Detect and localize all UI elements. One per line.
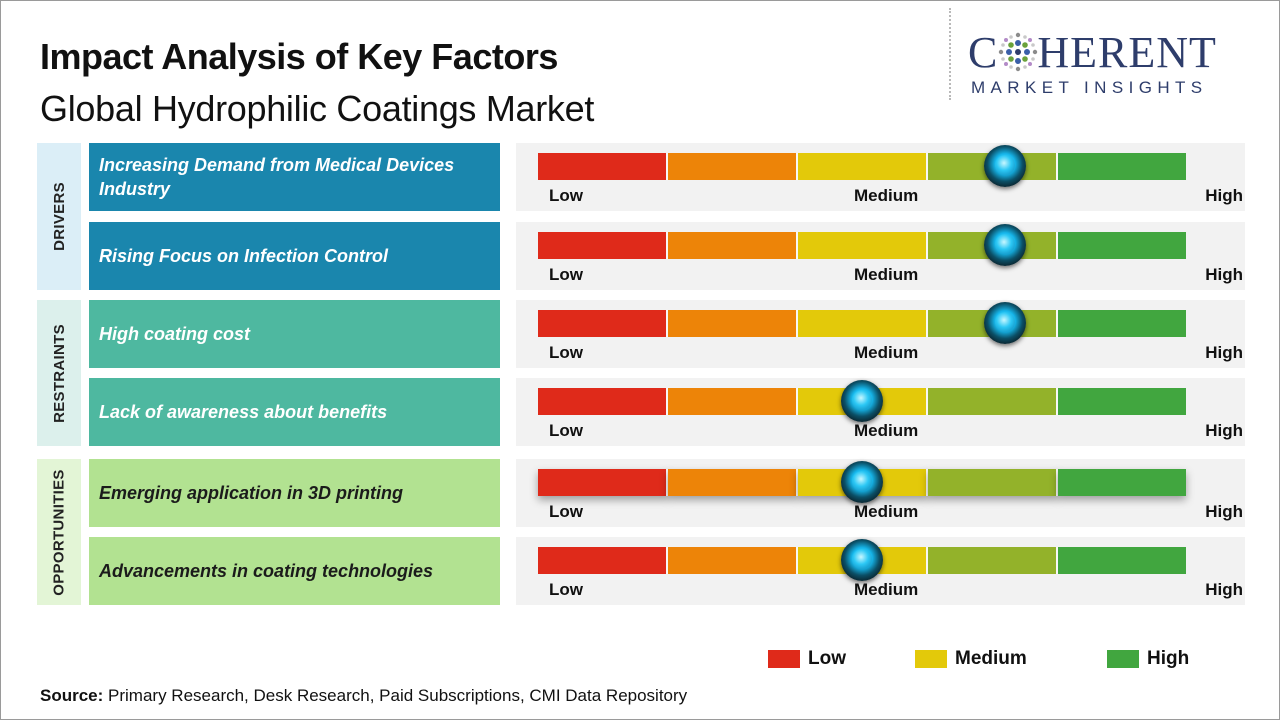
legend-swatch-high (1107, 650, 1139, 668)
gauge-segment-1 (538, 547, 668, 574)
gauge-segment-1 (538, 232, 668, 259)
company-logo: C HERENT MARKET INSIGHTS (968, 30, 1268, 102)
factor-label: Rising Focus on Infection Control (89, 222, 500, 290)
gauge-segment-2 (668, 469, 798, 496)
factor-label: Emerging application in 3D printing (89, 459, 500, 527)
gauge-low-label: Low (549, 421, 583, 440)
gauge-bar (538, 153, 1186, 180)
gauge-high-label: High (1205, 502, 1243, 521)
gauge-segment-1 (538, 469, 668, 496)
gauge-segment-2 (668, 153, 798, 180)
impact-marker-knob (841, 539, 883, 581)
legend-swatch-low (768, 650, 800, 668)
gauge-high-label: High (1205, 186, 1243, 205)
category-header-drivers: DRIVERS (37, 143, 81, 290)
impact-marker-knob (983, 145, 1026, 187)
category-header-restraints: RESTRAINTS (37, 300, 81, 446)
gauge-segment-5 (1058, 388, 1186, 415)
factor-label: High coating cost (89, 300, 500, 368)
gauge-high-label: High (1205, 343, 1243, 362)
gauge-low-label: Low (549, 265, 583, 284)
impact-marker-knob (841, 380, 883, 422)
gauge-high-label: High (1205, 580, 1243, 599)
impact-gauge: Low Medium High (516, 378, 1245, 446)
gauge-segment-5 (1058, 232, 1186, 259)
gauge-segment-2 (668, 232, 798, 259)
gauge-segment-4 (928, 547, 1058, 574)
logo-text-start: C (968, 28, 999, 77)
gauge-medium-label: Medium (854, 343, 919, 362)
factor-label: Increasing Demand from Medical Devices I… (89, 143, 500, 211)
factor-label: Lack of awareness about benefits (89, 378, 500, 446)
logo-wordmark: C HERENT (968, 30, 1217, 76)
source-note: Source: Primary Research, Desk Research,… (40, 686, 687, 706)
gauge-segment-3 (798, 153, 928, 180)
gauge-medium-label: Medium (854, 580, 919, 599)
category-label-drivers: DRIVERS (50, 182, 68, 251)
gauge-segment-4 (928, 469, 1058, 496)
gauge-segment-2 (668, 388, 798, 415)
legend-label-medium: Medium (955, 648, 1027, 669)
gauge-bar (538, 310, 1186, 337)
page-subtitle: Global Hydrophilic Coatings Market (40, 88, 595, 129)
gauge-segment-1 (538, 310, 668, 337)
impact-gauge: Low Medium High (516, 143, 1245, 211)
logo-divider (949, 8, 951, 100)
gauge-bar (538, 232, 1186, 259)
gauge-low-label: Low (549, 343, 583, 362)
category-label-restraints: RESTRAINTS (50, 323, 68, 423)
category-header-opportunities: OPPORTUNITIES (37, 459, 81, 605)
legend-label-low: Low (808, 648, 846, 669)
gauge-segment-2 (668, 310, 798, 337)
gauge-medium-label: Medium (854, 421, 919, 440)
gauge-segment-3 (798, 232, 928, 259)
category-label-opportunities: OPPORTUNITIES (50, 468, 68, 596)
gauge-segment-1 (538, 388, 668, 415)
gauge-bar (538, 388, 1186, 415)
impact-gauge: Low Medium High (516, 222, 1245, 290)
logo-globe-icon (999, 32, 1038, 72)
legend-item-medium: Medium (915, 648, 1027, 670)
gauge-low-label: Low (549, 502, 583, 521)
legend-item-low: Low (768, 648, 846, 670)
legend-item-high: High (1107, 648, 1189, 670)
gauge-high-label: High (1205, 421, 1243, 440)
gauge-segment-1 (538, 153, 668, 180)
page-title: Impact Analysis of Key Factors (40, 36, 558, 77)
source-text: Primary Research, Desk Research, Paid Su… (103, 686, 688, 705)
gauge-segment-3 (798, 310, 928, 337)
gauge-medium-label: Medium (854, 186, 919, 205)
gauge-segment-5 (1058, 469, 1186, 496)
legend-label-high: High (1147, 648, 1190, 669)
legend-swatch-medium (915, 650, 947, 668)
gauge-segment-2 (668, 547, 798, 574)
gauge-low-label: Low (549, 186, 583, 205)
impact-gauge: Low Medium High (516, 459, 1245, 527)
gauge-segment-5 (1058, 153, 1186, 180)
source-label: Source: (40, 686, 104, 705)
gauge-low-label: Low (549, 580, 583, 599)
gauge-medium-label: Medium (854, 502, 919, 521)
logo-text-end: HERENT (1037, 28, 1217, 77)
gauge-segment-5 (1058, 547, 1186, 574)
gauge-medium-label: Medium (854, 265, 919, 284)
gauge-segment-5 (1058, 310, 1186, 337)
impact-gauge: Low Medium High (516, 537, 1245, 605)
impact-marker-knob (841, 461, 883, 503)
impact-marker-knob (983, 224, 1026, 266)
gauge-segment-4 (928, 388, 1058, 415)
gauge-high-label: High (1205, 265, 1243, 284)
factor-label: Advancements in coating technologies (89, 537, 500, 605)
impact-marker-knob (983, 302, 1026, 344)
impact-gauge: Low Medium High (516, 300, 1245, 368)
logo-tagline: MARKET INSIGHTS (971, 78, 1208, 97)
